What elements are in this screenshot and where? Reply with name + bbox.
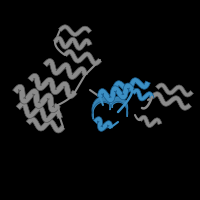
Polygon shape: [97, 83, 134, 103]
Polygon shape: [93, 117, 112, 131]
Polygon shape: [59, 25, 92, 36]
Polygon shape: [53, 36, 92, 50]
Polygon shape: [132, 88, 154, 101]
Polygon shape: [151, 92, 191, 110]
Polygon shape: [139, 115, 162, 127]
Polygon shape: [28, 73, 77, 99]
Polygon shape: [63, 49, 102, 66]
Polygon shape: [26, 117, 65, 133]
Polygon shape: [16, 102, 62, 122]
Polygon shape: [13, 84, 60, 113]
Polygon shape: [43, 59, 87, 79]
Polygon shape: [156, 83, 193, 97]
Polygon shape: [113, 78, 150, 92]
